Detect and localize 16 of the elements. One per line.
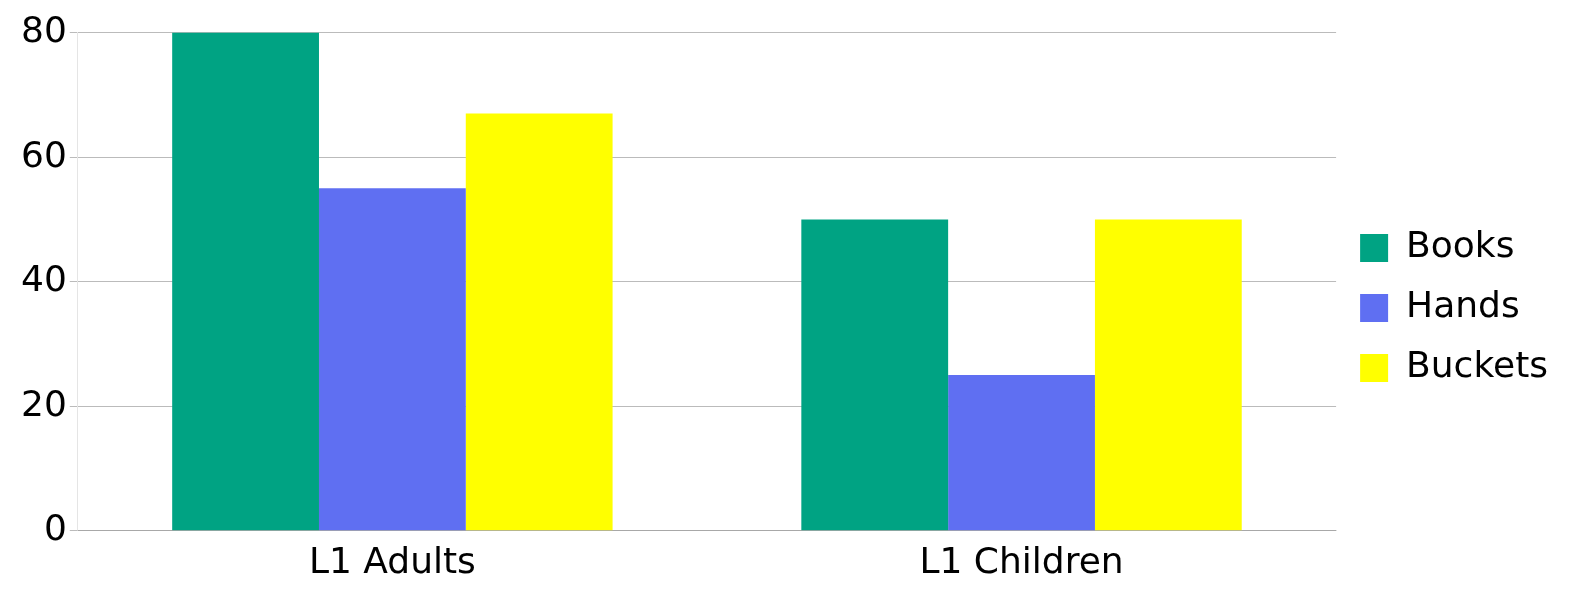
x-tick-label: L1 Adults: [308, 539, 476, 581]
legend-label: Hands: [1406, 284, 1520, 326]
y-tick-label: 20: [21, 382, 67, 424]
y-tick-label: 60: [21, 133, 67, 175]
bar: [465, 113, 613, 531]
bar: [1094, 219, 1242, 531]
y-tick-label: 40: [21, 258, 67, 300]
legend-label: Buckets: [1406, 344, 1548, 386]
y-tick-label: 80: [21, 8, 67, 50]
bar: [948, 375, 1095, 531]
bar: [801, 219, 949, 531]
x-tick-label: L1 Children: [919, 539, 1124, 581]
legend-label: Books: [1406, 224, 1515, 266]
bar: [172, 32, 319, 531]
y-tick-label: 0: [43, 507, 67, 549]
bar: [318, 188, 466, 531]
